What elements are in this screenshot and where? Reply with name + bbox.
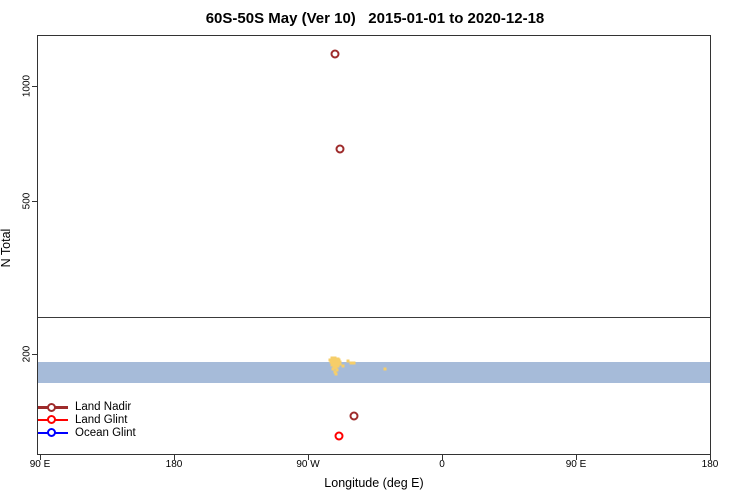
x-tick-mark [442,455,443,460]
data-point-land-glint [334,431,344,441]
y-axis-title: N Total [0,228,13,268]
data-point-unlabeled-yellow-cluster [329,360,333,364]
y-tick-mark [32,353,37,355]
x-tick-mark [308,455,309,460]
legend-label: Ocean Glint [75,426,136,439]
data-point-unlabeled-yellow-cluster [335,361,339,365]
data-point-unlabeled-yellow-cluster [338,362,342,366]
data-point-unlabeled-yellow-cluster [333,370,337,374]
ocean-glint-circle-icon [47,428,56,438]
data-point-unlabeled-yellow-cluster [332,361,336,365]
reference-line [38,316,710,319]
data-point-unlabeled-yellow-cluster [335,368,339,372]
data-point-unlabeled-yellow-cluster [328,358,332,362]
y-tick-label: 1000 [21,74,33,98]
y-tick-mark [32,201,37,203]
data-point-land-nadir [330,49,340,59]
land-glint-circle-icon [47,415,56,425]
x-tick-label: 180 [165,459,183,470]
x-tick-mark [710,455,711,460]
x-tick-label: 180 [701,459,719,470]
x-tick-label: 90 W [296,459,320,470]
land-nadir-circle-icon [47,402,56,412]
data-point-unlabeled-yellow-cluster [330,356,334,360]
x-tick-mark [174,455,175,460]
x-tick-label: 90 E [29,459,51,470]
data-point-unlabeled-yellow-cluster [332,365,336,369]
data-point-land-nadir [335,144,345,154]
data-point-unlabeled-yellow-cluster [334,359,338,363]
data-point-unlabeled-yellow-cluster [352,361,356,365]
x-axis-title: Longitude (deg E) [324,476,424,490]
x-tick-label: 90 E [565,459,587,470]
data-point-unlabeled-yellow-cluster [334,366,338,370]
data-point-unlabeled-yellow-cluster [333,363,337,367]
data-point-unlabeled-yellow-cluster [330,363,334,367]
data-point-unlabeled-yellow-cluster [331,367,335,371]
highlight-band [38,361,710,383]
data-point-unlabeled-yellow-cluster [338,360,342,364]
plot-area [37,35,711,455]
data-point-land-nadir [349,411,359,421]
data-point-unlabeled-yellow-cluster [346,359,350,363]
data-point-unlabeled-yellow-cluster [341,364,345,368]
data-point-unlabeled-yellow-cluster [349,361,353,365]
chart-title: 60S-50S May (Ver 10) 2015-01-01 to 2020-… [205,10,545,27]
x-tick-mark [40,455,41,460]
data-point-unlabeled-yellow-cluster [337,358,341,362]
legend-label: Land Nadir [75,401,132,413]
y-tick-mark [32,86,37,87]
data-point-unlabeled-yellow-cluster [334,372,338,376]
x-tick-mark [576,455,577,460]
data-point-unlabeled-yellow-cluster [383,367,387,371]
y-tick-label: 200 [21,345,33,363]
data-point-unlabeled-yellow-cluster [336,364,340,368]
data-point-unlabeled-yellow-cluster [333,356,337,360]
legend-label: Land Glint [75,413,128,426]
data-point-unlabeled-yellow-cluster [331,358,335,362]
x-tick-label: 0 [439,459,445,470]
y-tick-label: 500 [21,193,33,210]
